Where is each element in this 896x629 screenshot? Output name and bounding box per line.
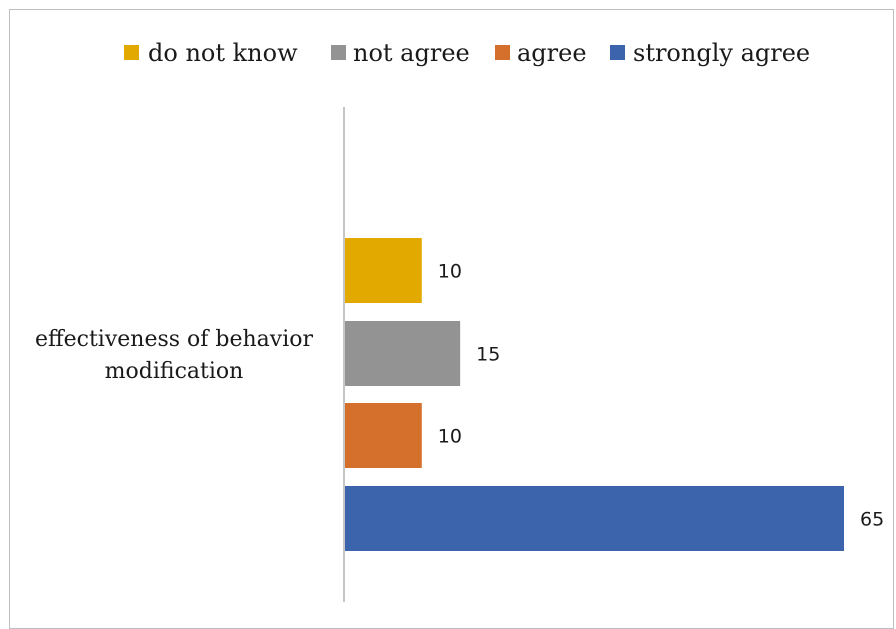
legend-label-agree: agree [517,39,587,67]
value-label-do-not-know: 10 [438,261,462,283]
legend-swatch-strongly-agree [610,45,625,60]
value-label-not-agree: 15 [476,344,500,366]
legend-swatch-agree [495,45,510,60]
value-label-strongly-agree: 65 [860,509,884,531]
bar-agree [345,403,422,468]
legend-label-do-not-know: do not know [148,39,298,67]
value-labels: 10 15 10 65 [438,261,884,531]
legend-label-not-agree: not agree [353,39,470,67]
legend-swatch-not-agree [331,45,346,60]
bar-do-not-know [345,238,422,303]
legend-swatch-do-not-know [124,45,139,60]
category-label-line: modification [105,359,244,384]
bar-not-agree [345,321,461,386]
legend: do not know not agree agree strongly agree [124,39,810,67]
bar-strongly-agree [345,486,844,551]
legend-label-strongly-agree: strongly agree [633,39,810,67]
category-label: effectiveness of behavior modification [35,327,314,384]
category-label-line: effectiveness of behavior [35,327,314,352]
value-label-agree: 10 [438,426,462,448]
bars [345,238,844,551]
